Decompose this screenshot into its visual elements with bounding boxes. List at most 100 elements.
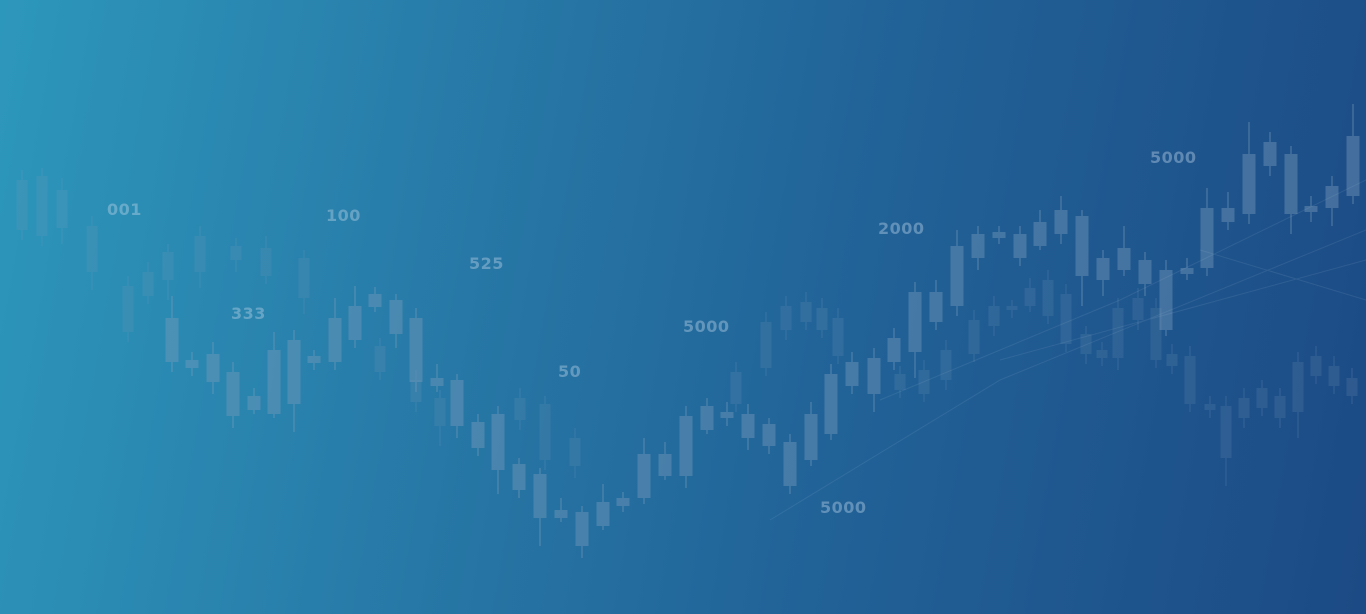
ghost-candle-body [1292, 362, 1304, 412]
ghost-candle-body [539, 404, 551, 460]
candle-body [267, 350, 281, 414]
candle-body [741, 414, 755, 438]
candle-body [1325, 186, 1339, 208]
candle-body [1075, 216, 1089, 276]
candle-body [328, 318, 342, 362]
chart-label-2000: 2000 [878, 219, 925, 238]
candle-body [845, 362, 859, 386]
candle-body [679, 416, 693, 476]
candle-body [206, 354, 220, 382]
ghost-candle-body [940, 350, 952, 380]
ghost-candle-body [86, 226, 98, 272]
candle-body [1054, 210, 1068, 234]
ghost-candle-body [514, 398, 526, 420]
candle-body [1221, 208, 1235, 222]
chart-label-5000-center: 5000 [683, 317, 730, 336]
ghost-candle-body [1042, 280, 1054, 316]
candle-body [1096, 258, 1110, 280]
ghost-candle-body [1024, 288, 1036, 306]
ghost-candle-body [1150, 308, 1162, 360]
ghost-candle-body [260, 248, 272, 276]
ghost-candle-body [1256, 388, 1268, 408]
ghost-candle-body [1274, 396, 1286, 418]
candle-body [185, 360, 199, 368]
candle-body [1180, 268, 1194, 274]
candle-body [1346, 136, 1360, 196]
chart-label-001: 001 [107, 200, 142, 219]
chart-label-525: 525 [469, 254, 504, 273]
candle-body [971, 234, 985, 258]
ghost-candle-body [36, 176, 48, 236]
ghost-candle-body [1006, 306, 1018, 310]
ghost-candle-body [122, 286, 134, 332]
candle-body [307, 356, 321, 363]
candle-body [720, 412, 734, 418]
candle-body [247, 396, 261, 410]
candle-body [783, 442, 797, 486]
ghost-candle-body [1060, 294, 1072, 344]
ghost-candle-body [230, 246, 242, 260]
candle-body [533, 474, 547, 518]
candle-body [389, 300, 403, 334]
candle-body [804, 414, 818, 460]
ghost-candle-body [816, 308, 828, 330]
ghost-candle-body [800, 302, 812, 322]
candle-body [226, 372, 240, 416]
chart-label-5000-top-right: 5000 [1150, 148, 1197, 167]
candle-body [700, 406, 714, 430]
ghost-candle-body [434, 398, 446, 426]
ghost-candle-body [1132, 298, 1144, 320]
ghost-candle-body [1204, 404, 1216, 410]
candle-body [887, 338, 901, 362]
candle-body [1242, 154, 1256, 214]
ghost-candle-body [410, 380, 422, 402]
candle-body [512, 464, 526, 490]
ghost-candles-layer [16, 168, 1358, 486]
candle-body [658, 454, 672, 476]
candle-body [824, 374, 838, 434]
ghost-candle-body [56, 190, 68, 228]
ghost-candle-body [1346, 378, 1358, 396]
candle-body [1117, 248, 1131, 270]
ghost-candle-body [298, 258, 310, 298]
ghost-candle-body [1080, 334, 1092, 354]
candle-body [596, 502, 610, 526]
candle-body [1033, 222, 1047, 246]
candle-body [1284, 154, 1298, 214]
ghost-candle-body [16, 180, 28, 230]
ghost-candle-body [1238, 398, 1250, 418]
ghost-candle-body [832, 318, 844, 356]
ghost-candle-body [1184, 356, 1196, 404]
chart-label-100: 100 [326, 206, 361, 225]
faint-trend-lines [769, 179, 1366, 521]
candle-body [1200, 208, 1214, 268]
ghost-candle-body [894, 374, 906, 390]
candle-body [491, 414, 505, 470]
ghost-candle-body [780, 306, 792, 330]
ghost-candle-body [760, 322, 772, 368]
candle-body [992, 232, 1006, 238]
ghost-candle-body [730, 372, 742, 404]
candle-body [575, 512, 589, 546]
ghost-candle-body [374, 346, 386, 372]
ghost-candle-body [1310, 356, 1322, 376]
candle-body [165, 318, 179, 362]
ghost-candle-body [1166, 354, 1178, 366]
candle-body [1013, 234, 1027, 258]
ghost-candle-body [1220, 406, 1232, 458]
ghost-candle-body [1112, 308, 1124, 358]
candle-body [1159, 270, 1173, 330]
ghost-candle-body [918, 370, 930, 394]
candle-body [1263, 142, 1277, 166]
candle-body [1138, 260, 1152, 284]
candle-body [637, 454, 651, 498]
chart-label-5000-bottom: 5000 [820, 498, 867, 517]
candle-body [867, 358, 881, 394]
candle-body [287, 340, 301, 404]
candle-body [368, 294, 382, 307]
candle-body [908, 292, 922, 352]
candle-body [616, 498, 630, 506]
candle-body [430, 378, 444, 386]
